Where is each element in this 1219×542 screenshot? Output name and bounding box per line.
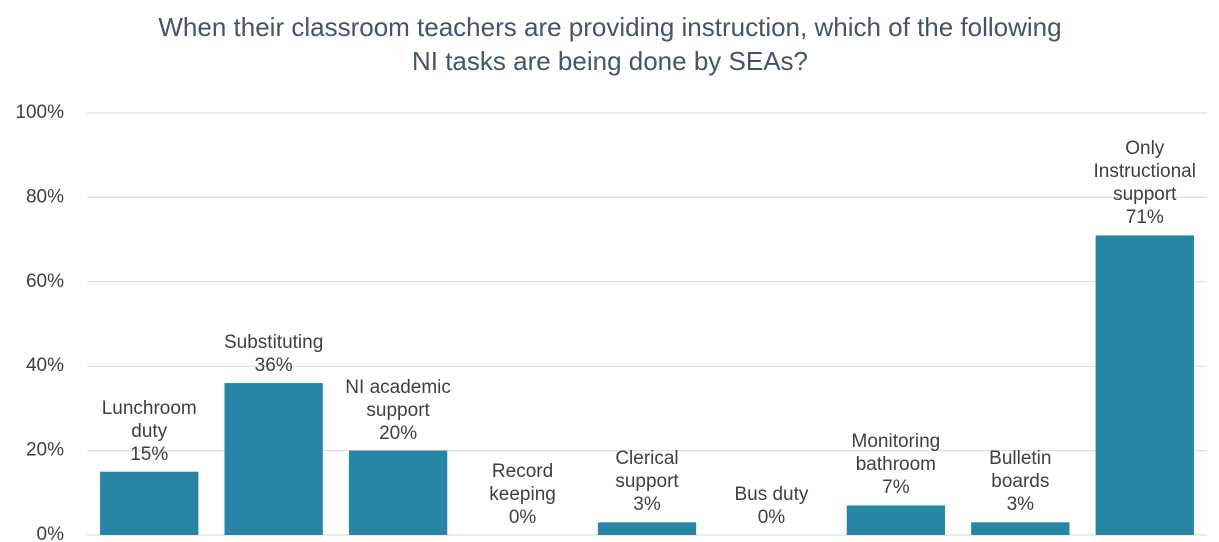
value-label: 15%	[130, 443, 169, 465]
category-label: Bulletin boards	[989, 448, 1052, 493]
value-label: 3%	[633, 494, 661, 516]
y-tick-label: 100%	[15, 102, 64, 123]
value-label: 0%	[508, 507, 537, 528]
bar	[1095, 235, 1194, 535]
category-label: Substituting	[224, 332, 324, 354]
value-label: 20%	[379, 422, 418, 444]
y-tick-label: 0%	[37, 524, 65, 542]
category-label: Record keeping	[489, 461, 556, 505]
data-label: Monitoring bathroom 7%	[834, 430, 958, 499]
category-label: Clerical support	[615, 448, 679, 493]
value-label: 7%	[882, 477, 910, 499]
data-label: Lunchroom duty 15%	[87, 397, 211, 466]
y-tick-label: 80%	[26, 186, 64, 207]
y-tick-label: 40%	[26, 355, 64, 376]
value-label: 3%	[1006, 494, 1035, 516]
bar	[100, 471, 199, 535]
chart-title: When their classroom teachers are provid…	[158, 12, 1062, 76]
value-label: 71%	[1125, 207, 1164, 229]
data-label: Bulletin boards 3%	[958, 447, 1082, 516]
y-tick-label: 60%	[26, 271, 64, 292]
category-label: Monitoring bathroom	[851, 431, 941, 476]
y-tick-label: 20%	[26, 440, 64, 461]
data-label: Clerical support 3%	[585, 447, 709, 516]
data-label: Only Instructional support 71%	[1083, 137, 1207, 229]
bar	[224, 383, 323, 535]
value-label: 36%	[254, 355, 293, 377]
value-label: 0%	[757, 507, 786, 528]
bar	[348, 450, 448, 535]
data-label: Record keeping 0%	[461, 460, 585, 529]
category-label: NI academic support	[345, 376, 451, 421]
bar	[971, 522, 1070, 535]
data-label: Bus duty 0%	[709, 483, 833, 529]
category-label: Only Instructional support	[1093, 138, 1196, 206]
bar	[597, 522, 697, 535]
category-label: Lunchroom duty	[101, 397, 197, 442]
data-label: NI academic support 20%	[336, 376, 460, 445]
bar	[846, 505, 946, 535]
category-label: Bus duty	[734, 484, 809, 505]
data-label: Substituting 36%	[212, 331, 336, 377]
